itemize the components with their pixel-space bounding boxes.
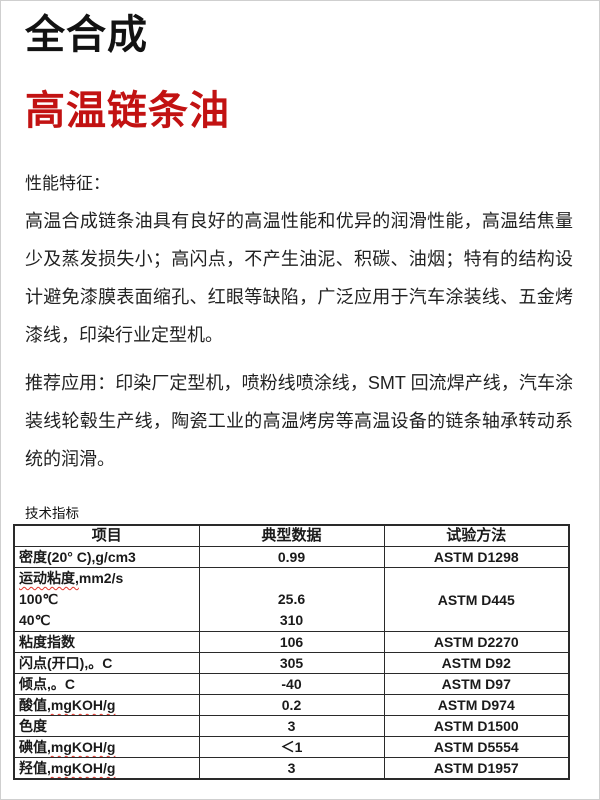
spec-item-label: 倾点,。C [13,673,200,695]
spec-value: 305 [198,652,385,674]
spec-method: ASTM D974 [383,694,570,716]
viscosity-temp-40: 40℃ [19,612,51,628]
col-header-test-method: 试验方法 [383,524,570,547]
spec-item-label: 酸值,mgKOH/g [13,694,200,716]
spec-method: ASTM D92 [383,652,570,674]
applications-paragraph: 推荐应用：印染厂定型机，喷粉线喷涂线，SMT 回流焊产线，汽车涂装线轮毂生产线，… [25,373,573,469]
spec-method: ASTM D2270 [383,631,570,653]
table-row-viscosity: 运动粘度,mm2/s 100℃ 40℃ 25.6 310 ASTM D445 [13,567,570,632]
spec-item-label: 密度(20° C),g/cm3 [13,546,200,568]
viscosity-value-100: 25.6 [277,591,306,607]
spec-value: -40 [198,673,385,695]
table-row-iodine-value: 碘值,mgKOH/g ＜1 ASTM D5554 [13,736,570,758]
features-paragraph: 高温合成链条油具有良好的高温性能和优异的润滑性能，高温结焦量少及蒸发损失小；高闪… [25,211,573,345]
spec-method: ASTM D97 [383,673,570,695]
spec-item-label: 碘值,mgKOH/g [13,736,200,758]
spec-method: ASTM D1957 [383,757,570,780]
table-row-color: 色度 3 ASTM D1500 [13,715,570,737]
viscosity-label-unit: mm2/s [78,570,124,586]
table-row-hydroxyl-value: 羟值,mgKOH/g 3 ASTM D1957 [13,757,570,780]
spec-value: 3 [198,757,385,780]
table-row-viscosity-index: 粘度指数 106 ASTM D2270 [13,631,570,653]
spec-method: ASTM D1298 [383,546,570,568]
spec-item-label: 运动粘度,mm2/s 100℃ 40℃ [13,567,200,632]
spec-table: 项目 典型数据 试验方法 密度(20° C),g/cm3 0.99 ASTM D… [13,524,570,780]
viscosity-label-squiggle: 运动粘度, [19,570,79,586]
product-name-title: 高温链条油 [25,89,230,133]
spec-item-label: 闪点(开口),。C [13,652,200,674]
spec-value: ＜1 [198,736,385,758]
features-heading: 性能特征： [25,174,110,193]
spec-value: 0.99 [198,546,385,568]
table-row-acid-value: 酸值,mgKOH/g 0.2 ASTM D974 [13,694,570,716]
spec-item-label: 羟值,mgKOH/g [13,757,200,780]
spec-value: 0.2 [198,694,385,716]
product-series-title: 全合成 [25,13,148,57]
spec-item-label: 粘度指数 [13,631,200,653]
table-row-pour-point: 倾点,。C -40 ASTM D97 [13,673,570,695]
table-row-density: 密度(20° C),g/cm3 0.99 ASTM D1298 [13,546,570,568]
spec-method: ASTM D5554 [383,736,570,758]
spec-value: 106 [198,631,385,653]
spec-value: 25.6 310 [198,567,385,632]
document-body: 全合成 高温链条油 性能特征： 高温合成链条油具有良好的高温性能和优异的润滑性能… [1,1,599,780]
viscosity-value-40: 310 [279,612,304,628]
spec-item-label: 色度 [13,715,200,737]
spec-method: ASTM D1500 [383,715,570,737]
viscosity-temp-100: 100℃ [19,591,59,607]
acid-value-squiggle: ,mgKOH/g [47,697,116,713]
table-caption: 技术指标 [25,506,79,521]
table-header-row: 项目 典型数据 试验方法 [13,524,570,547]
iodine-value-squiggle: ,mgKOH/g [47,739,116,755]
spec-method: ASTM D445 [383,567,570,632]
col-header-typical-data: 典型数据 [198,524,385,547]
col-header-item: 项目 [13,524,200,547]
hydroxyl-value-squiggle: ,mgKOH/g [47,760,116,776]
spec-value: 3 [198,715,385,737]
table-row-flash-point: 闪点(开口),。C 305 ASTM D92 [13,652,570,674]
